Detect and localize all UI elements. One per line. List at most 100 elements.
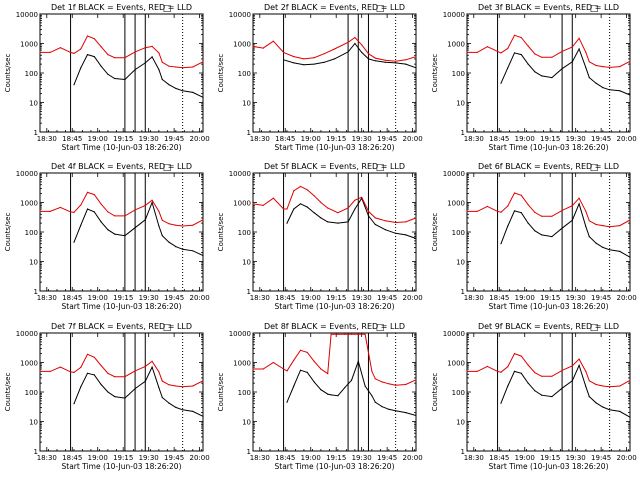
series-events-point [161, 78, 163, 81]
series-lld-point [507, 205, 509, 207]
series-lld-point [124, 376, 126, 378]
series-lld-point [629, 60, 631, 62]
x-axis-label: Start Time (10-Jun-03 18:26:20) [62, 462, 182, 471]
series-events-point [541, 394, 543, 396]
series-lld-point [405, 383, 407, 386]
series-lld-point [134, 370, 136, 372]
series-events-point [124, 397, 126, 399]
series-events-point [100, 65, 102, 67]
series-events-point [175, 406, 177, 408]
series-lld-point [595, 383, 597, 386]
series-events-point [395, 410, 397, 412]
y-tick-label: 1000 [20, 200, 38, 208]
series-lld-point [114, 376, 116, 378]
series-lld-point [283, 208, 285, 210]
y-tick-label: 10 [456, 259, 465, 267]
series-lld-line [467, 192, 631, 228]
panel-title: Det 8f BLACK = Events, RED = LLD [264, 322, 405, 331]
series-events-point [629, 256, 631, 258]
series-events-point [323, 61, 325, 63]
y-tick-label: 1 [34, 288, 38, 296]
series-lld-point [347, 207, 349, 209]
y-tick-label: 10000 [16, 11, 38, 19]
x-tick-label: 18:45 [489, 135, 509, 143]
series-events-point [629, 416, 631, 418]
series-lld-point [381, 381, 383, 383]
series-events-point [500, 243, 502, 245]
series-events-point [337, 395, 339, 397]
series-lld-point [151, 199, 153, 201]
series-events-line [283, 42, 417, 69]
series-events-point [299, 369, 302, 371]
y-axis-label: Counts/sec [217, 54, 225, 93]
series-lld-point [293, 190, 295, 192]
series-events-point [303, 64, 305, 66]
y-tick-label: 1 [461, 129, 465, 137]
y-tick-label: 10 [29, 259, 38, 267]
series-lld-point [520, 194, 522, 196]
series-events-point [513, 370, 516, 372]
series-lld-point [252, 45, 254, 48]
series-events-point [182, 409, 184, 411]
series-events-point [381, 406, 383, 408]
x-tick-label: 18:30 [250, 135, 270, 143]
series-lld-point [286, 208, 288, 210]
panel-title: Det 7f BLACK = Events, RED = LLD [51, 322, 192, 331]
series-lld-point [602, 385, 604, 387]
series-lld-point [588, 380, 590, 382]
panel-det-8: Det 8f BLACK = Events, RED = LLD□ 1 10 100 1… [217, 322, 423, 471]
y-axis-label: Counts/sec [4, 213, 12, 252]
y-tick-label: 10000 [443, 330, 465, 338]
series-events-point [134, 69, 136, 71]
series-events-point [313, 381, 315, 383]
series-lld-point [629, 219, 631, 221]
series-lld-point [161, 380, 163, 382]
series-lld-point [374, 57, 376, 59]
series-events-point [192, 410, 194, 412]
series-lld-point [384, 220, 386, 222]
series-events-line [73, 365, 204, 417]
square-marker-icon: □ [163, 323, 172, 333]
series-events-point [578, 48, 580, 50]
series-lld-point [283, 368, 285, 370]
series-lld-point [93, 194, 95, 196]
y-tick-label: 1000 [20, 360, 38, 368]
series-lld-point [534, 372, 536, 374]
x-tick-label: 19:30 [139, 135, 159, 143]
series-lld-point [578, 37, 580, 39]
x-tick-label: 19:15 [326, 294, 346, 302]
y-tick-label: 1 [247, 448, 251, 456]
y-tick-label: 1000 [447, 200, 465, 208]
x-tick-label: 19:15 [326, 135, 346, 143]
series-lld-point [337, 212, 339, 214]
x-tick-label: 19:30 [139, 294, 159, 302]
series-events-point [357, 360, 359, 362]
series-events-point [330, 394, 332, 396]
series-lld-point [86, 35, 89, 37]
series-events-point [571, 380, 573, 382]
series-events-point [182, 248, 184, 250]
series-events-point [405, 234, 407, 236]
series-lld-point [609, 386, 611, 388]
series-lld-point [168, 223, 170, 225]
plot-frame [252, 13, 417, 133]
series-lld-point [415, 56, 417, 58]
x-tick-label: 20:00 [617, 135, 637, 143]
series-lld-point [476, 210, 478, 212]
x-axis-label: Start Time (10-Jun-03 18:26:20) [62, 143, 182, 152]
series-events-line [73, 200, 204, 256]
series-lld-point [49, 51, 51, 54]
series-lld-point [337, 333, 339, 335]
series-lld-point [374, 217, 376, 219]
panel-title: Det 3f BLACK = Events, RED = LLD [478, 3, 619, 12]
series-lld-point [107, 54, 109, 56]
y-tick-label: 100 [452, 229, 465, 237]
series-lld-point [588, 61, 590, 63]
series-lld-point [486, 365, 488, 367]
series-events-point [347, 221, 349, 223]
series-events-point [202, 254, 204, 257]
series-events-point [364, 385, 366, 387]
y-tick-label: 1 [34, 129, 38, 137]
series-events-point [107, 229, 109, 231]
series-lld-line [467, 352, 631, 388]
